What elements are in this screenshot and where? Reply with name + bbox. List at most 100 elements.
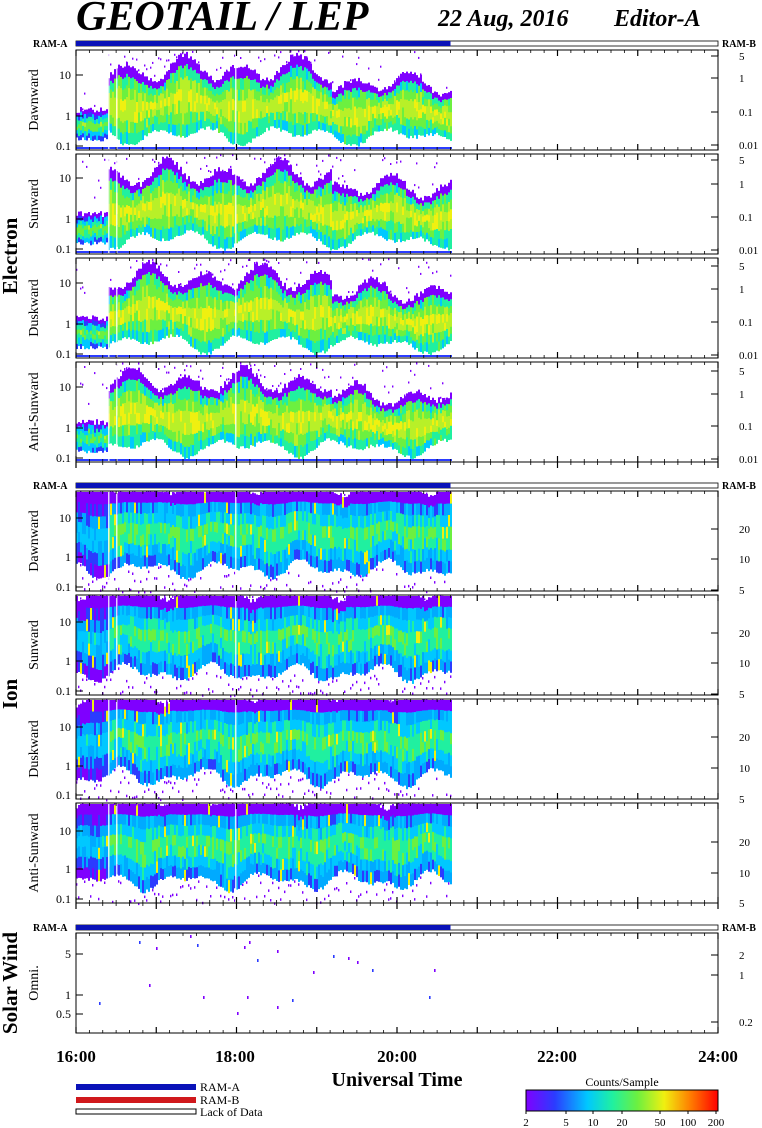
ram-bar-label-left: RAM-A: [33, 923, 68, 934]
colorbar-tick-label: 50: [655, 1117, 667, 1128]
left-tick-label: 10: [59, 720, 71, 734]
panel-label: Sunward: [27, 620, 42, 670]
right-tick-label: 0.01: [739, 140, 758, 152]
right-tick-label: 1: [739, 284, 745, 296]
panel-label: Omni.: [27, 965, 42, 1000]
right-tick-label: 20: [739, 524, 751, 536]
time-axis-ticks-0: [75, 462, 719, 468]
omni-sample-12: [372, 969, 374, 972]
right-tick-label: 5: [739, 155, 745, 167]
right-tick-label: 5: [739, 898, 745, 910]
omni-sample-6: [257, 959, 259, 962]
ram-legend: RAM-A RAM-B Lack of Data: [75, 1080, 263, 1119]
spectrogram: [76, 803, 452, 906]
left-tick-label: 1: [65, 988, 71, 1002]
x-tick-label-22: 22:00: [537, 1047, 577, 1066]
left-tick-label: 10: [59, 824, 71, 838]
omni-sample-17: [247, 996, 249, 999]
right-tick-label: 1: [739, 970, 745, 982]
colorbar-title: Counts/Sample: [585, 1075, 658, 1089]
panel-label: Duskward: [27, 279, 42, 337]
left-tick-label: 0.1: [56, 580, 71, 594]
x-axis-title: Universal Time: [332, 1069, 463, 1091]
left-tick-label: 10: [59, 511, 71, 525]
ram-bar-ram-a: [76, 925, 451, 930]
right-tick-label: 20: [739, 628, 751, 640]
left-tick-label: 0.1: [56, 684, 71, 698]
x-tick-label-18: 18:00: [215, 1047, 255, 1066]
omni-sample-9: [333, 955, 335, 958]
panel-label: Dawnward: [27, 69, 42, 130]
plot-date: 22 Aug, 2016: [437, 6, 568, 32]
right-tick-label: 10: [739, 554, 751, 566]
panel-ion-dawnward: 10 1 0.1 20 10 5 Dawnward: [27, 490, 751, 597]
left-tick-label: 0.1: [56, 788, 71, 802]
x-tick-label-20: 20:00: [377, 1047, 417, 1066]
panel-label: Anti-Sunward: [27, 372, 42, 451]
right-tick-label: 0.01: [739, 350, 758, 362]
ram-bar-2: RAM-A RAM-B: [33, 923, 756, 934]
omni-sample-19: [237, 1012, 239, 1015]
left-tick-label: 1: [65, 550, 71, 564]
right-tick-label: 5: [739, 585, 745, 597]
colorbar-tick-label: 10: [588, 1117, 600, 1128]
legend-label-ram-b: RAM-B: [200, 1093, 239, 1107]
right-tick-label: 2: [739, 950, 745, 962]
ram-bar-label-right: RAM-B: [722, 923, 756, 934]
colorbar-tick-label: 5: [563, 1117, 569, 1128]
colorbar-tick-label: 200: [708, 1117, 725, 1128]
right-tick-label: 0.2: [739, 1017, 753, 1029]
spectrogram: [76, 154, 452, 254]
omni-sample-0: [139, 941, 141, 944]
omni-sample-18: [292, 999, 294, 1002]
ram-bar-ram-a: [76, 41, 451, 46]
right-tick-label: 0.01: [739, 245, 758, 257]
omni-sample-10: [348, 957, 350, 960]
panel-ion-sunward: 10 1 0.1 20 10 5 Sunward: [27, 594, 751, 701]
ram-bar-label-right: RAM-B: [722, 39, 756, 50]
group-label-ion: Ion: [0, 679, 22, 710]
right-tick-label: 5: [739, 51, 745, 63]
omni-sample-14: [149, 984, 151, 987]
colorbar-tick-label: 2: [523, 1117, 529, 1128]
ram-bar-1: RAM-A RAM-B: [33, 481, 756, 492]
legend-swatch-ram-a: [76, 1084, 196, 1090]
plot-title: GEOTAIL / LEP: [76, 0, 369, 40]
time-axis-ticks-1: [75, 903, 719, 909]
panel-electron-sunward: 10 1 0.1 5 1 0.1 0.01 Sunward: [27, 153, 758, 257]
legend-swatch-lack-of-data: [75, 1108, 197, 1115]
left-tick-label: 0.5: [56, 1007, 71, 1021]
right-tick-label: 0.1: [739, 107, 753, 119]
panel-solar-wind-omni.: 5 1 0.5 2 1 0.2 Omni.: [27, 932, 753, 1034]
right-tick-label: 20: [739, 837, 751, 849]
panel-ion-duskward: 10 1 0.1 20 10 5 Duskward: [27, 698, 751, 806]
right-tick-label: 10: [739, 763, 751, 775]
right-tick-label: 0.1: [739, 317, 753, 329]
legend-label-ram-a: RAM-A: [200, 1080, 240, 1094]
group-label-solar-wind: Solar Wind: [0, 932, 22, 1034]
left-tick-label: 0.1: [56, 451, 71, 465]
right-tick-label: 20: [739, 732, 751, 744]
omni-sample-4: [244, 946, 246, 949]
colorbar-ticks: 2 5 10 20 50 100 200: [523, 1111, 725, 1128]
left-tick-label: 0.1: [56, 892, 71, 906]
x-tick-label-16: 16:00: [56, 1047, 96, 1066]
right-tick-label: 1: [739, 73, 745, 85]
left-tick-label: 0.1: [56, 347, 71, 361]
left-tick-label: 5: [65, 947, 71, 961]
left-tick-label: 1: [65, 317, 71, 331]
left-tick-label: 1: [65, 862, 71, 876]
right-tick-label: 10: [739, 658, 751, 670]
colorbar-tick-label: 20: [617, 1117, 629, 1128]
omni-sample-15: [99, 1002, 101, 1005]
group-label-electron: Electron: [0, 217, 22, 294]
right-tick-label: 1: [739, 179, 745, 191]
legend-swatch-ram-b: [76, 1097, 196, 1103]
left-tick-label: 0.1: [56, 242, 71, 256]
right-tick-label: 0.1: [739, 421, 753, 433]
panel-electron-duskward: 10 1 0.1 5 1 0.1 0.01 Duskward: [27, 257, 758, 362]
left-tick-label: 1: [65, 421, 71, 435]
ram-bar-label-right: RAM-B: [722, 481, 756, 492]
left-tick-label: 10: [59, 615, 71, 629]
